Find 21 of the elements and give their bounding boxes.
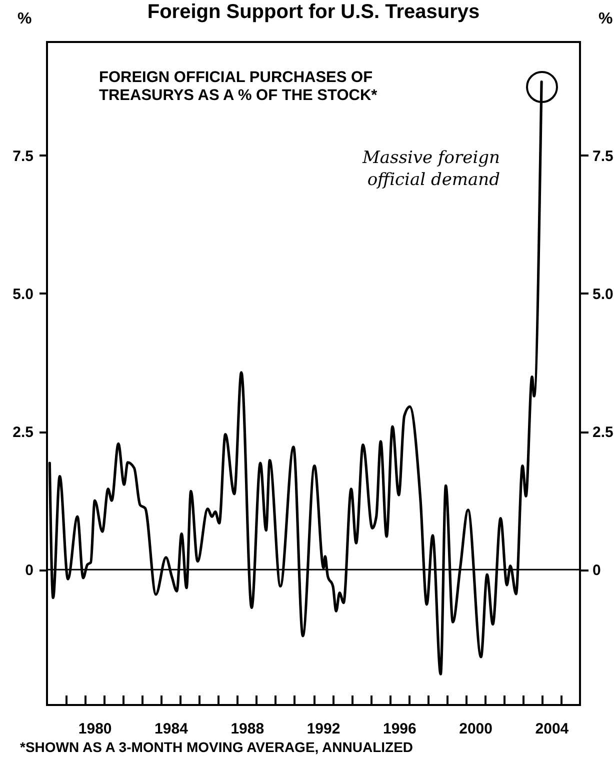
x-tick-label: 1996 xyxy=(382,720,416,738)
y-tick-label: 0 xyxy=(25,562,34,580)
y2-axis-title: % xyxy=(598,10,613,28)
x-tick-label: 1980 xyxy=(78,720,112,738)
y-tick-label: 7.5 xyxy=(12,148,34,165)
chart-title: Foreign Support for U.S. Treasurys xyxy=(147,1,480,23)
annotation: Massive foreign official demand xyxy=(362,148,500,190)
x-tick-label: 1988 xyxy=(230,720,264,738)
x-tick-label: 1984 xyxy=(154,720,189,738)
y2-tick-label: 0 xyxy=(592,562,601,580)
y2-tick-label: 7.5 xyxy=(592,148,614,165)
x-tick-label: 1992 xyxy=(306,720,340,738)
text: *SHOWN AS A 3-MONTH MOVING AVERAGE, ANNUALIZED xyxy=(20,739,414,755)
x-tick-label: 2004 xyxy=(535,720,570,738)
y2-tick-label: 2.5 xyxy=(592,424,614,442)
y-tick-label: 2.5 xyxy=(12,424,34,442)
y-tick-label: 5.0 xyxy=(12,286,34,303)
x-tick-label: 2000 xyxy=(459,720,492,738)
text: FOREIGN OFFICIAL PURCHASES OF TREASURYS AS A % OF THE STOCK* xyxy=(99,69,378,104)
y2-tick-label: 5.0 xyxy=(592,286,614,303)
y-axis-title: % xyxy=(18,10,32,28)
